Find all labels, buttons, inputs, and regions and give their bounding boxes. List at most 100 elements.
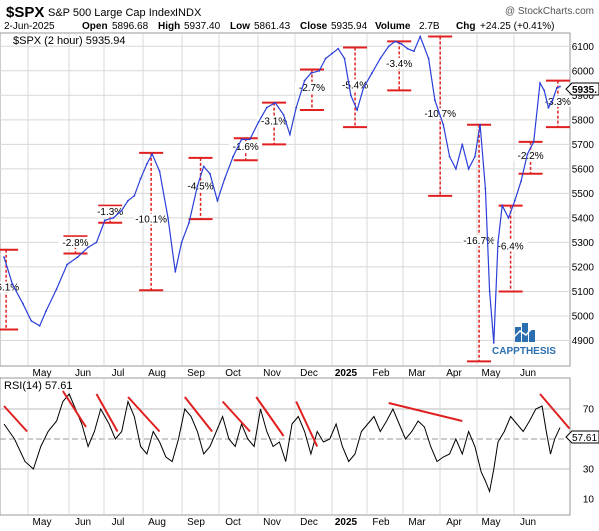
price-point — [295, 106, 298, 109]
price-point — [337, 47, 340, 50]
rsi-trendline — [295, 401, 319, 447]
price-x-axis: May Jun Jul Aug Sep Oct Nov Dec 2025 Feb Mar Apr May… — [33, 368, 537, 379]
price-point — [484, 187, 487, 190]
rsi-x-tick-label: May — [482, 517, 501, 528]
price-point — [310, 72, 312, 75]
rsi-x-tick-label: Sep — [187, 517, 205, 528]
price-point — [526, 153, 529, 156]
rsi-panel — [0, 377, 571, 516]
price-point — [249, 138, 251, 141]
price-point — [434, 99, 436, 102]
drawdown-label-bg — [462, 235, 497, 247]
price-tick-label: 5600 — [572, 164, 595, 175]
rsi-x-tick-label: Mar — [408, 517, 426, 528]
price-point — [532, 141, 535, 143]
price-point — [461, 143, 464, 146]
close-value: 5935.94 — [331, 21, 368, 32]
drawdown-label-bg — [423, 108, 458, 120]
drawdown-label-bg — [540, 95, 575, 107]
drawdown-label: -2.7% — [299, 83, 325, 94]
drawdown-label-bg — [134, 213, 169, 225]
price-x-tick-label: Oct — [225, 368, 241, 379]
drawdown-label-bg — [382, 57, 417, 69]
rsi-x-axis: May Jun Jul Aug Sep Oct Nov Dec 2025 Feb Mar Apr May… — [33, 517, 537, 528]
price-point — [479, 123, 481, 126]
price-point — [38, 324, 41, 327]
drawdown-label: -2.8% — [62, 238, 88, 249]
rsi-x-tick-label: Dec — [300, 517, 318, 528]
open-value: 5896.68 — [112, 21, 149, 32]
price-point — [180, 241, 183, 244]
rsi-value-tag: 57.61 — [565, 430, 599, 444]
logo-text: CAPPTHESIS — [492, 346, 556, 357]
price-tick-label: 5700 — [572, 140, 595, 151]
high-value: 5937.40 — [184, 21, 221, 32]
rsi-trendline — [95, 393, 119, 432]
price-panel — [0, 32, 571, 367]
price-point — [331, 52, 333, 55]
rsi-trendline — [221, 400, 251, 433]
price-tick-label: 6000 — [572, 66, 595, 77]
price-point — [318, 69, 321, 72]
rsi-trendlines — [3, 390, 571, 447]
price-point — [112, 217, 115, 219]
price-point — [151, 153, 154, 156]
price-point — [11, 283, 14, 285]
price-tick-label: 5900 — [572, 91, 595, 102]
price-point — [488, 290, 491, 293]
price-point — [343, 57, 346, 60]
price-point — [216, 199, 219, 202]
price-point — [394, 40, 396, 43]
rsi-x-tick-label: Feb — [372, 517, 390, 528]
drawdown-label-bg — [294, 81, 329, 93]
last-price-value: 5935. — [572, 85, 597, 96]
price-point — [427, 57, 430, 60]
rsi-tick-label: 70 — [583, 405, 595, 416]
price-point — [30, 320, 33, 322]
price-point — [120, 209, 123, 212]
price-point — [406, 47, 409, 50]
price-x-tick-label: Jul — [112, 368, 125, 379]
drawdown-label-bg — [93, 206, 128, 218]
drawdown-label: -2.2% — [518, 151, 544, 162]
rsi-trendline — [539, 393, 571, 430]
price-point — [455, 168, 457, 170]
rsi-tag-value: 57.61 — [572, 433, 597, 444]
rsi-tick-label: 30 — [583, 465, 595, 476]
rsi-x-tick-label: Nov — [263, 517, 281, 528]
drawdown-label-bg — [183, 180, 218, 192]
last-price-tag: 5935. — [565, 82, 599, 96]
exchange-label: INDX — [175, 7, 202, 19]
capp-thesis-logo: CAPPTHESIS — [492, 323, 556, 357]
price-point — [497, 241, 499, 244]
drawdown-label-bg — [513, 149, 548, 161]
price-point — [76, 256, 79, 258]
price-tick-label: 5500 — [572, 189, 595, 200]
chg-value: +24.25 (+0.41%) — [480, 21, 555, 32]
price-point — [448, 155, 451, 158]
price-point — [188, 221, 190, 224]
price-point — [507, 217, 510, 219]
drawdown-label: -4.5% — [187, 181, 213, 192]
price-y-axis: 6100 6000 5900 5800 5700 5600 5500 5400 5300 5200… — [572, 42, 595, 347]
drawdown-label: -6.1% — [0, 283, 19, 294]
price-x-tick-label: Sep — [187, 368, 205, 379]
price-point — [146, 163, 148, 165]
price-point — [265, 106, 268, 109]
price-point — [282, 114, 285, 116]
logo-bars-icon — [512, 323, 537, 342]
price-point — [492, 342, 495, 344]
drawdown-label: -5.4% — [342, 80, 368, 91]
rsi-trendline — [127, 396, 161, 433]
price-point — [520, 180, 522, 183]
price-series — [3, 34, 561, 344]
rsi-x-tick-label: 2025 — [335, 517, 358, 528]
rsi-series — [3, 393, 561, 494]
price-tick-label: 5300 — [572, 238, 595, 249]
rsi-x-tick-label: Aug — [148, 517, 166, 528]
rsi-line — [3, 393, 561, 494]
price-point — [223, 177, 226, 180]
price-x-tick-label: Jun — [75, 368, 91, 379]
rsi-trendline — [183, 396, 213, 433]
